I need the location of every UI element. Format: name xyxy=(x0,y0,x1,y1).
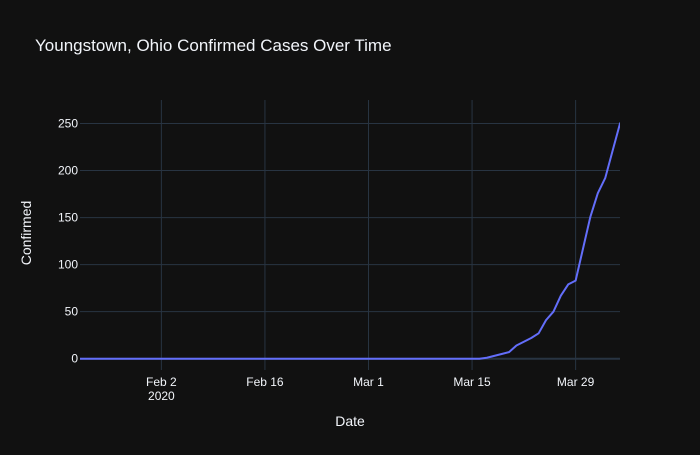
x-tick-sublabel: 2020 xyxy=(148,389,175,403)
chart-title: Youngstown, Ohio Confirmed Cases Over Ti… xyxy=(35,36,392,55)
x-axis-label: Date xyxy=(335,413,365,429)
x-tick-label: Feb 2 xyxy=(146,375,177,389)
x-tick-label: Feb 16 xyxy=(246,375,284,389)
y-tick-label: 150 xyxy=(58,211,78,225)
y-axis-label: Confirmed xyxy=(18,201,34,266)
y-tick-label: 50 xyxy=(65,305,79,319)
x-tick-label: Mar 29 xyxy=(557,375,595,389)
y-tick-label: 0 xyxy=(71,352,78,366)
y-tick-label: 200 xyxy=(58,164,78,178)
series-line xyxy=(80,121,620,360)
x-tick-label: Mar 1 xyxy=(353,375,384,389)
x-tick-label: Mar 15 xyxy=(453,375,491,389)
y-axis-ticks: 0 50 100 150 200 250 xyxy=(58,117,78,366)
series-group xyxy=(80,121,620,360)
y-tick-label: 250 xyxy=(58,117,78,131)
y-tick-label: 100 xyxy=(58,258,78,272)
